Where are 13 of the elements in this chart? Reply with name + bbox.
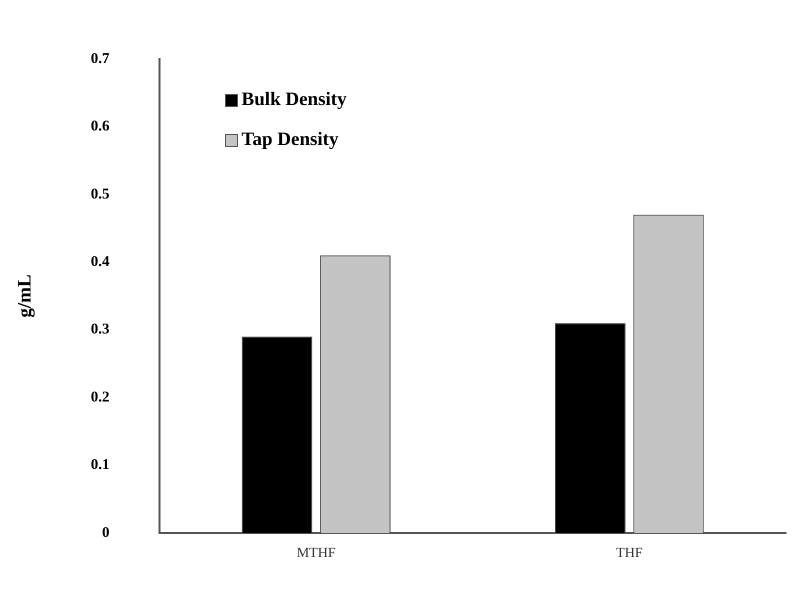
y-tick-label: 0.1 xyxy=(90,457,110,474)
y-tick-label: 0.3 xyxy=(90,322,110,338)
x-tick-label: THF xyxy=(616,546,643,562)
y-tick-label: 0 xyxy=(102,524,110,541)
y-axis-title: g/mL xyxy=(14,274,36,318)
y-tick-label: 0.5 xyxy=(90,186,110,202)
legend-label: Tap Density xyxy=(242,129,339,151)
y-tick-label: 0.4 xyxy=(90,254,110,270)
y-tick-label: 0.7 xyxy=(90,50,110,67)
legend-label: Bulk Density xyxy=(242,89,347,111)
y-tick-label: 0.2 xyxy=(90,389,110,406)
x-tick-label: MTHF xyxy=(296,546,336,562)
y-tick-label: 0.6 xyxy=(90,118,110,135)
